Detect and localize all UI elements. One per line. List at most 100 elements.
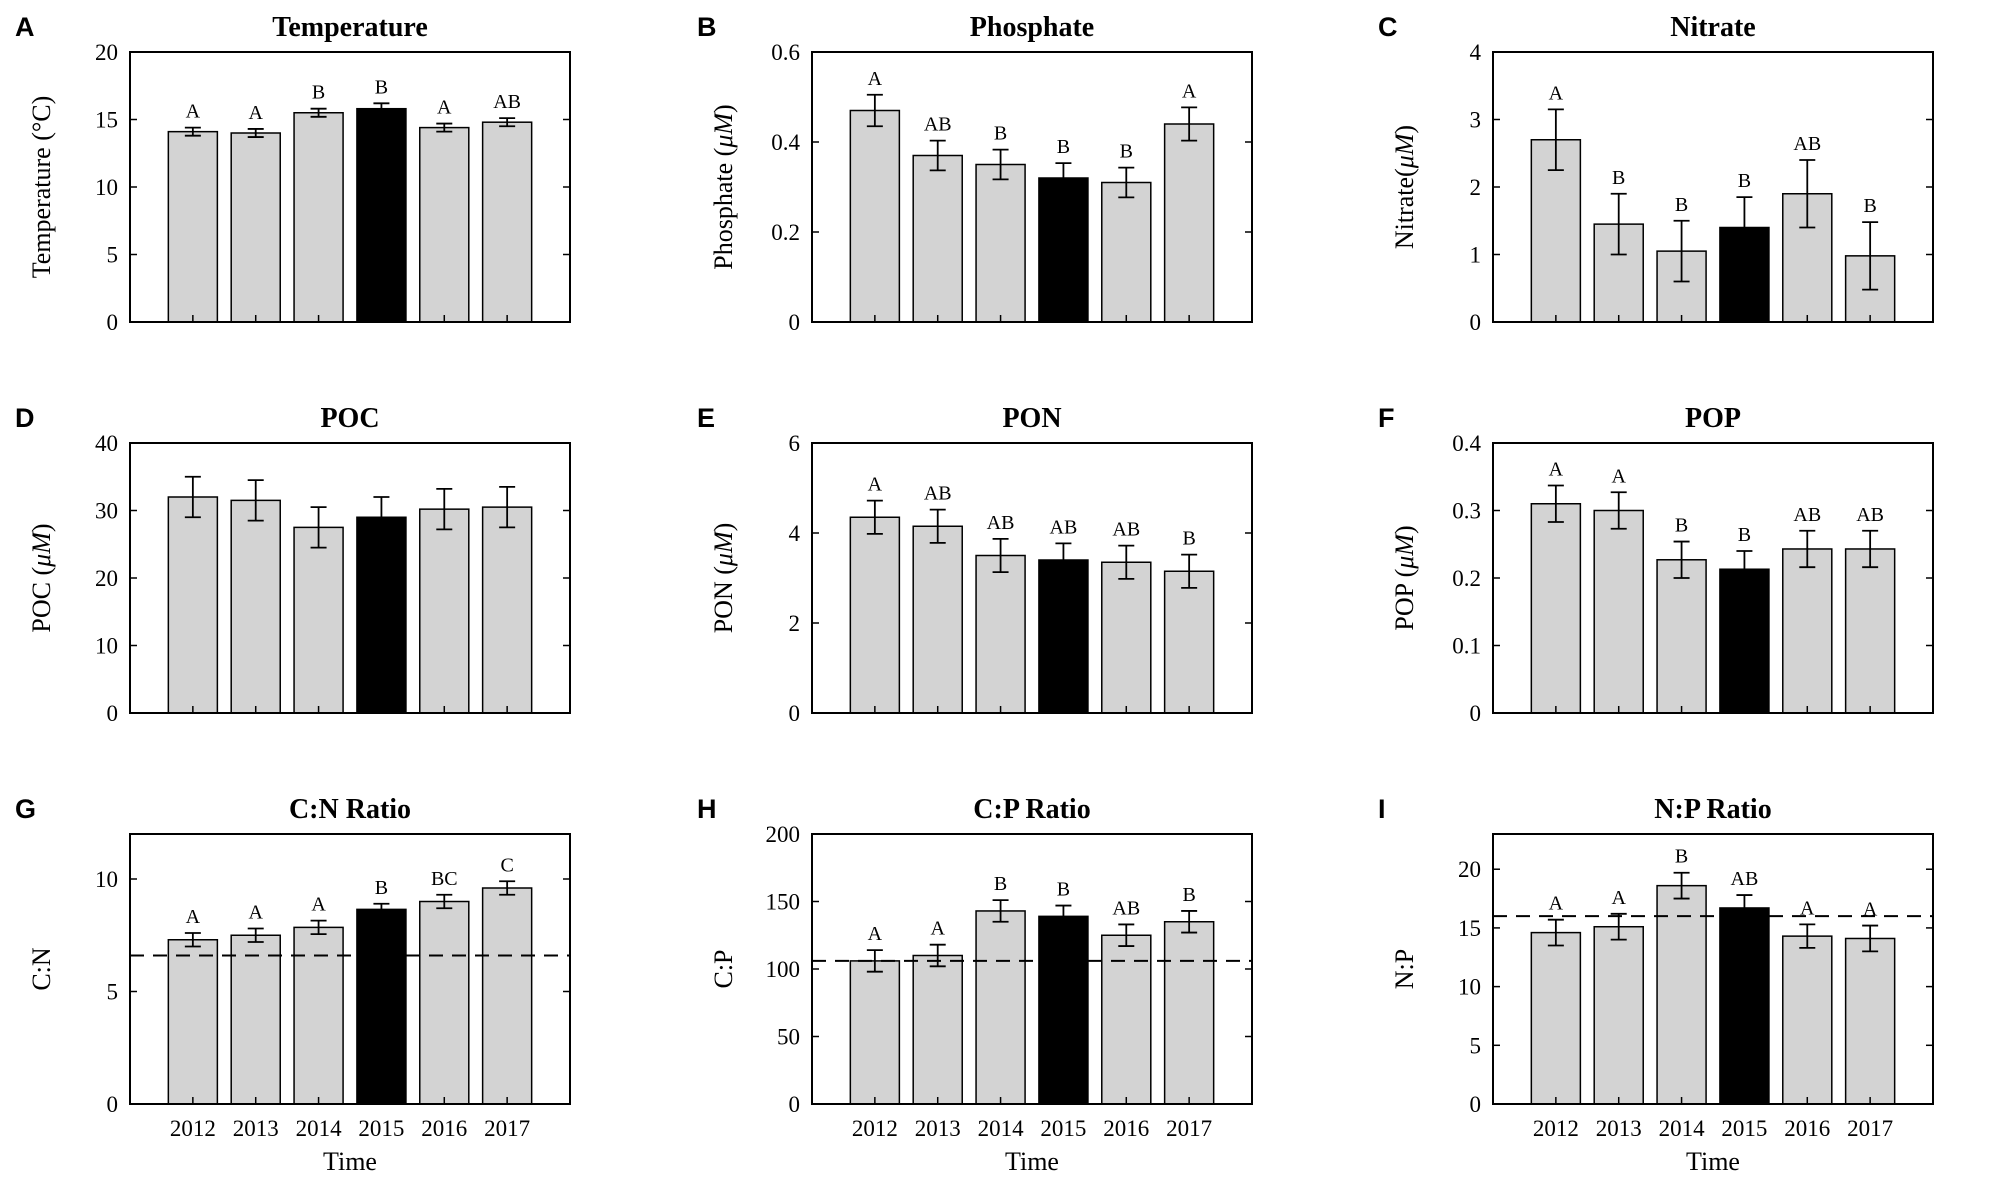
error-bar-d-2013 (247, 479, 264, 522)
error-bar-a-2015 (373, 102, 390, 115)
sig-label-e-2012: A (868, 474, 883, 496)
error-bar-h-2016 (1118, 923, 1135, 947)
error-bar-h-2017 (1181, 910, 1198, 934)
bar-d-2013 (230, 499, 281, 714)
sig-label-f-2016: AB (1793, 504, 1821, 526)
bar-a-2014 (293, 112, 344, 323)
panel-letter-c: C (1378, 12, 1398, 42)
error-bar-h-2013 (929, 943, 946, 968)
ytick-label-d-3: 30 (95, 499, 118, 524)
error-bar-a-2014 (310, 107, 327, 118)
bar-d-2012 (167, 496, 219, 714)
sig-label-h-2015: B (1057, 879, 1070, 901)
ylabel-e: PON (μM) (709, 523, 738, 634)
xtick-label-i-2015: 2015 (1721, 1116, 1767, 1141)
panel-letter-e: E (697, 403, 715, 433)
bar-e-2015 (1038, 559, 1089, 714)
sig-label-f-2013: A (1611, 465, 1626, 487)
error-bar-d-2012 (184, 475, 201, 519)
xtick-label-h-2013: 2013 (915, 1116, 961, 1141)
ylabel-part-a-0: Temperature ( (27, 132, 56, 278)
ytick-label-b-1: 0.2 (771, 220, 800, 245)
bar-a-2015 (356, 107, 407, 323)
xtick-label-h-2015: 2015 (1040, 1116, 1086, 1141)
bar-e-2016 (1101, 561, 1152, 714)
bar-g-2012 (167, 939, 219, 1105)
bar-h-2017 (1163, 921, 1215, 1105)
error-bar-d-2014 (310, 506, 327, 549)
ylabel-part-h-0: C:P (709, 949, 738, 988)
bar-b-2012 (849, 109, 901, 323)
bar-a-2013 (230, 132, 281, 323)
sig-label-c-2013: B (1612, 167, 1625, 189)
sig-label-g-2016: BC (431, 868, 458, 890)
bar-e-2014 (975, 554, 1026, 714)
bar-g-2014 (293, 926, 344, 1105)
error-bar-e-2016 (1118, 544, 1135, 580)
xtick-label-i-2014: 2014 (1659, 1116, 1706, 1141)
ylabel-part-e-1: μM (709, 530, 738, 567)
error-bar-d-2017 (499, 485, 516, 529)
error-bar-b-2012 (866, 93, 883, 128)
bar-f-2016 (1782, 548, 1833, 714)
bar-a-2017 (481, 121, 533, 323)
sig-label-f-2017: AB (1856, 504, 1884, 526)
ylabel-part-c-0: Nitrate( (1390, 168, 1419, 249)
error-bar-f-2012 (1547, 484, 1564, 523)
chart-title-g: C:N Ratio (289, 794, 411, 825)
xtick-label-i-2013: 2013 (1596, 1116, 1642, 1141)
ytick-label-h-4: 200 (766, 822, 801, 847)
ytick-label-f-4: 0.4 (1452, 431, 1481, 456)
xtick-label-g-2013: 2013 (233, 1116, 279, 1141)
ytick-label-i-1: 5 (1470, 1033, 1482, 1058)
chart-title-h: C:P Ratio (973, 794, 1090, 825)
ytick-label-d-1: 10 (95, 634, 118, 659)
bar-b-2014 (975, 163, 1026, 323)
panel-letter-h: H (697, 794, 717, 824)
ylabel-part-d-1: μM (27, 531, 56, 568)
ylabel-part-f-0: POP ( (1390, 569, 1419, 631)
sig-label-e-2016: AB (1112, 519, 1140, 541)
sig-label-a-2012: A (186, 101, 201, 123)
ytick-label-i-2: 10 (1458, 975, 1481, 1000)
ytick-label-i-0: 0 (1470, 1092, 1482, 1117)
sig-label-b-2012: A (868, 68, 883, 90)
error-bar-c-2013 (1610, 192, 1627, 256)
bar-d-2016 (419, 508, 470, 714)
sig-label-h-2013: A (930, 918, 945, 940)
ytick-label-e-0: 0 (789, 701, 801, 726)
ytick-label-h-2: 100 (766, 957, 801, 982)
ylabel-part-g-0: C:N (27, 947, 56, 991)
bar-f-2017 (1844, 548, 1896, 714)
error-bar-e-2012 (866, 499, 883, 535)
xlabel-g: Time (323, 1147, 377, 1176)
ylabel-part-e-0: PON ( (709, 566, 738, 633)
error-bar-a-2016 (436, 122, 453, 133)
ylabel-part-d-0: POC ( (27, 567, 56, 633)
error-bar-i-2017 (1862, 924, 1879, 953)
sig-label-e-2014: AB (987, 512, 1015, 534)
axes-frame-e (811, 442, 1253, 714)
sig-label-c-2016: AB (1793, 133, 1821, 155)
sig-label-a-2014: B (312, 82, 325, 104)
bar-i-2016 (1782, 935, 1833, 1105)
bar-i-2013 (1593, 925, 1644, 1105)
error-bar-a-2013 (247, 128, 264, 138)
error-bar-h-2015 (1055, 904, 1072, 929)
ylabel-part-f-1: μM (1390, 533, 1419, 570)
error-bar-a-2017 (499, 117, 516, 128)
sig-label-h-2016: AB (1112, 897, 1140, 919)
error-bar-e-2015 (1055, 542, 1072, 578)
axes-frame-g (129, 833, 571, 1105)
ytick-label-a-0: 0 (107, 310, 119, 335)
sig-label-b-2017: A (1182, 80, 1197, 102)
ylabel-part-b-1: μM (709, 112, 738, 149)
error-bar-c-2017 (1862, 221, 1879, 291)
ylabel-i: N:P (1390, 949, 1419, 989)
ytick-label-c-2: 2 (1470, 175, 1482, 200)
bar-b-2017 (1163, 123, 1215, 323)
sig-label-b-2015: B (1057, 136, 1070, 158)
sig-label-i-2016: A (1800, 897, 1815, 919)
bar-i-2017 (1844, 937, 1896, 1105)
